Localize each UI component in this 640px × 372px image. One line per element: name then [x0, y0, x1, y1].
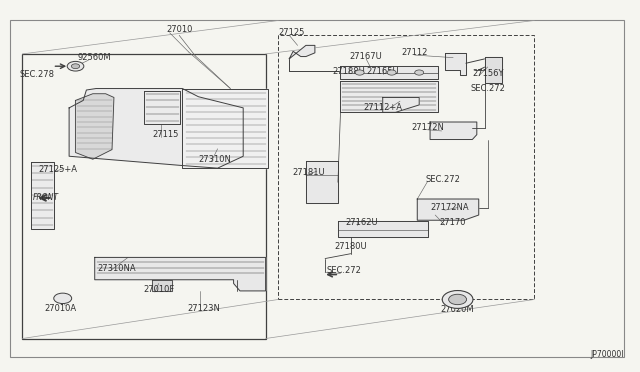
Circle shape: [67, 61, 84, 71]
Text: 27310N: 27310N: [198, 155, 231, 164]
Polygon shape: [340, 66, 438, 79]
Circle shape: [415, 70, 424, 75]
Polygon shape: [340, 81, 438, 112]
Polygon shape: [144, 91, 180, 124]
Text: 27170: 27170: [440, 218, 467, 227]
Circle shape: [72, 64, 79, 69]
Polygon shape: [289, 45, 315, 59]
Text: SEC.272: SEC.272: [470, 84, 505, 93]
Polygon shape: [445, 53, 466, 75]
Text: 27115: 27115: [152, 130, 179, 139]
Polygon shape: [306, 161, 338, 203]
Text: JP70000I: JP70000I: [590, 350, 623, 359]
Text: 27010F: 27010F: [143, 285, 174, 294]
Bar: [278, 35, 534, 299]
Text: 27123N: 27123N: [187, 304, 220, 312]
Polygon shape: [485, 57, 502, 83]
Circle shape: [442, 291, 473, 308]
Polygon shape: [430, 122, 477, 140]
Polygon shape: [152, 280, 172, 291]
Bar: [22, 54, 266, 339]
Text: 27188U: 27188U: [332, 67, 365, 76]
Text: 27112+A: 27112+A: [364, 103, 402, 112]
Circle shape: [449, 294, 467, 305]
Text: 27010A: 27010A: [45, 304, 77, 312]
Text: 27172N: 27172N: [411, 123, 444, 132]
Text: 27172NA: 27172NA: [430, 203, 468, 212]
Text: 27167U: 27167U: [349, 52, 383, 61]
Text: 27112: 27112: [401, 48, 428, 57]
Text: 27180U: 27180U: [335, 242, 367, 251]
Text: SEC.272: SEC.272: [426, 175, 460, 184]
Text: 27181U: 27181U: [292, 169, 324, 177]
Text: 27156Y: 27156Y: [472, 69, 504, 78]
Polygon shape: [95, 257, 266, 291]
Text: 27125: 27125: [278, 28, 305, 37]
Text: 27310NA: 27310NA: [97, 264, 136, 273]
Text: 92560M: 92560M: [78, 53, 111, 62]
Circle shape: [355, 70, 364, 75]
Text: 27165U: 27165U: [367, 67, 399, 76]
Polygon shape: [182, 89, 268, 168]
Polygon shape: [338, 221, 428, 237]
Text: SEC.272: SEC.272: [327, 266, 362, 275]
Circle shape: [387, 70, 396, 75]
Text: 27010: 27010: [166, 25, 193, 34]
Polygon shape: [31, 162, 54, 229]
Text: 27125+A: 27125+A: [38, 165, 77, 174]
Polygon shape: [417, 199, 479, 220]
Circle shape: [54, 293, 72, 304]
Text: 27162U: 27162U: [346, 218, 378, 227]
Text: FRONT: FRONT: [33, 193, 59, 202]
Polygon shape: [383, 97, 419, 112]
Polygon shape: [76, 94, 114, 159]
Text: 27020M: 27020M: [441, 305, 474, 314]
Polygon shape: [69, 89, 243, 168]
Text: SEC.278: SEC.278: [20, 70, 54, 79]
